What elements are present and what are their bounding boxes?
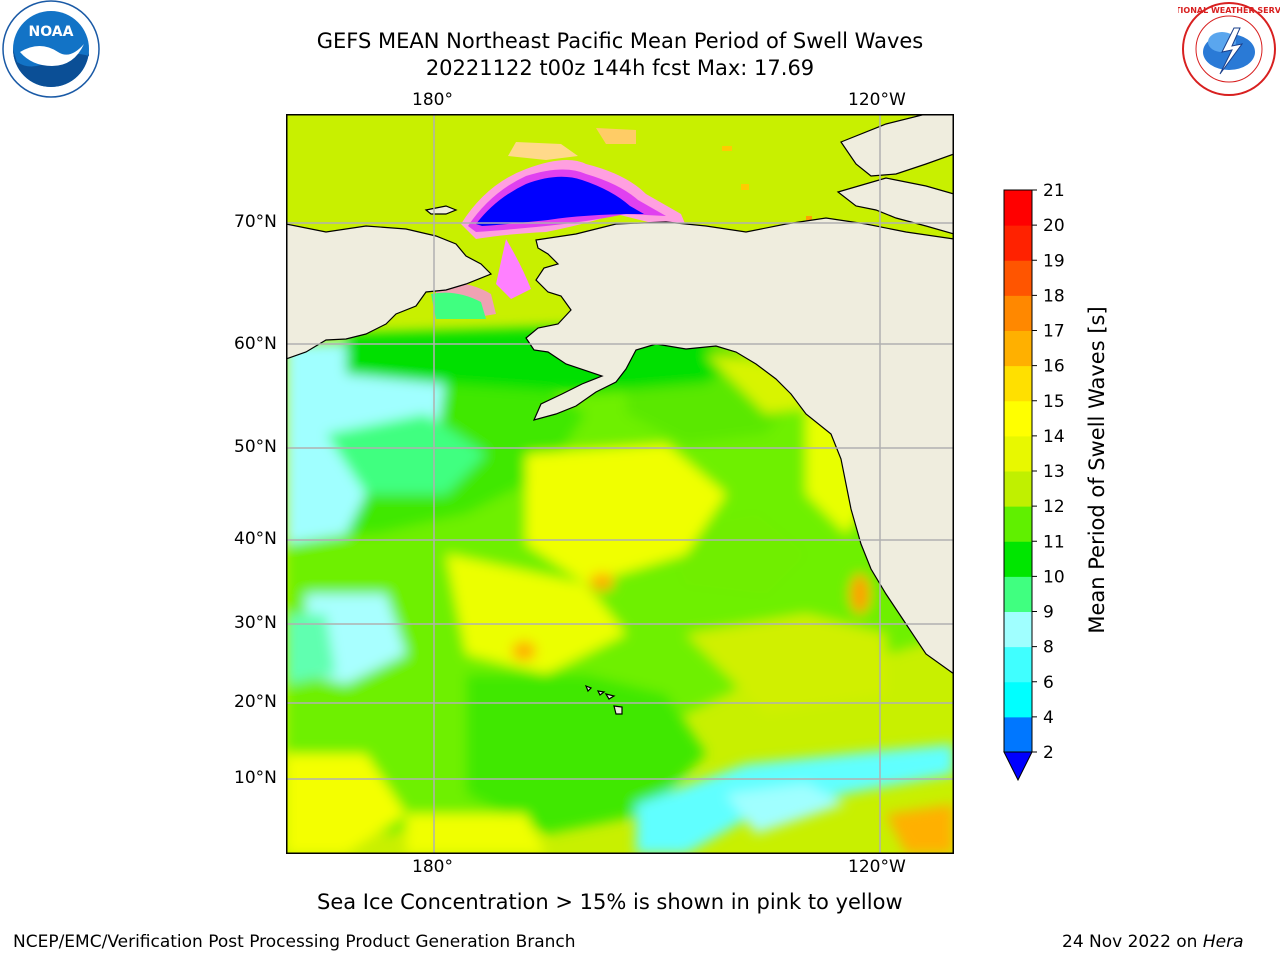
colorbar-bin <box>1004 611 1032 648</box>
colorbar-bin <box>1004 716 1032 753</box>
lat-label-60n: 60°N <box>234 334 277 354</box>
colorbar-tick-label: 9 <box>1043 603 1054 623</box>
lat-label-40n: 40°N <box>234 529 277 549</box>
colorbar-bin <box>1004 435 1032 472</box>
lat-label-10n: 10°N <box>234 768 277 788</box>
colorbar-tick-label: 21 <box>1043 181 1065 201</box>
map-panel <box>286 114 954 854</box>
colorbar: 2 4 6 8 9 10 11 12 13 14 15 16 17 18 19 20 21 <box>990 180 1110 790</box>
colorbar-bin <box>1004 681 1032 718</box>
colorbar-bin <box>1004 330 1032 367</box>
lon-label-top-180: 180° <box>412 90 453 110</box>
colorbar-tick-label: 14 <box>1043 427 1065 447</box>
noaa-logo-text: NOAA <box>29 24 74 40</box>
lat-label-70n: 70°N <box>234 212 277 232</box>
colorbar-bin <box>1004 225 1032 261</box>
colorbar-tick-label: 17 <box>1043 322 1065 342</box>
colorbar-bin <box>1004 471 1032 507</box>
colorbar-tick-label: 16 <box>1043 357 1065 377</box>
colorbar-tick-label: 8 <box>1043 638 1054 658</box>
colorbar-bin <box>1004 576 1032 612</box>
colorbar-tick-label: 11 <box>1043 532 1065 552</box>
chart-title: GEFS MEAN Northeast Pacific Mean Period … <box>316 29 924 53</box>
colorbar-tick-label: 2 <box>1043 743 1054 763</box>
colorbar-tick-label: 10 <box>1043 567 1065 587</box>
colorbar-extend-triangle <box>1003 751 1033 782</box>
colorbar-tick-label: 12 <box>1043 497 1065 517</box>
colorbar-bin <box>1004 646 1032 683</box>
colorbar-tick-label: 13 <box>1043 462 1065 482</box>
colorbar-tick-label: 20 <box>1043 216 1065 236</box>
noaa-logo: NOAA <box>0 0 102 100</box>
lat-label-20n: 20°N <box>234 692 277 712</box>
lat-label-30n: 30°N <box>234 613 277 633</box>
colorbar-bin <box>1004 400 1032 437</box>
colorbar-bin <box>1004 541 1032 577</box>
sea-ice-note: Sea Ice Concentration > 15% is shown in … <box>317 890 903 914</box>
chart-subtitle: 20221122 t00z 144h fcst Max: 17.69 <box>425 56 815 80</box>
lon-label-top-120w: 120°W <box>848 90 906 110</box>
colorbar-tick-label: 4 <box>1043 708 1054 728</box>
sea-ice-region <box>431 128 938 319</box>
footer-right: 24 Nov 2022 on Hera <box>1062 932 1244 952</box>
nws-logo-text: NATIONAL WEATHER SERVICE <box>1178 6 1280 15</box>
colorbar-bin <box>1004 506 1032 542</box>
land-masses <box>286 114 954 715</box>
lat-label-50n: 50°N <box>234 437 277 457</box>
footer-date: 24 Nov 2022 on <box>1062 932 1203 952</box>
nws-logo: NATIONAL WEATHER SERVICE <box>1163 0 1280 100</box>
lon-label-bottom-180: 180° <box>412 857 453 877</box>
colorbar-label: Mean Period of Swell Waves [s] <box>1085 306 1109 634</box>
colorbar-bin <box>1004 365 1032 402</box>
colorbar-tick-label: 19 <box>1043 251 1065 271</box>
lon-label-bottom-120w: 120°W <box>848 857 906 877</box>
colorbar-bin <box>1004 190 1032 226</box>
footer-host: Hera <box>1202 932 1244 952</box>
footer-left: NCEP/EMC/Verification Post Processing Pr… <box>13 932 576 952</box>
map-frame <box>286 114 954 854</box>
colorbar-tick-label: 15 <box>1043 392 1065 412</box>
graticule <box>286 114 954 854</box>
colorbar-tick-label: 6 <box>1043 673 1054 693</box>
colorbar-label-anchor: Mean Period of Swell Waves [s] <box>1085 306 1109 633</box>
colorbar-bin <box>1004 260 1032 296</box>
colorbar-tick-label: 18 <box>1043 286 1065 306</box>
colorbar-bin <box>1004 295 1032 331</box>
